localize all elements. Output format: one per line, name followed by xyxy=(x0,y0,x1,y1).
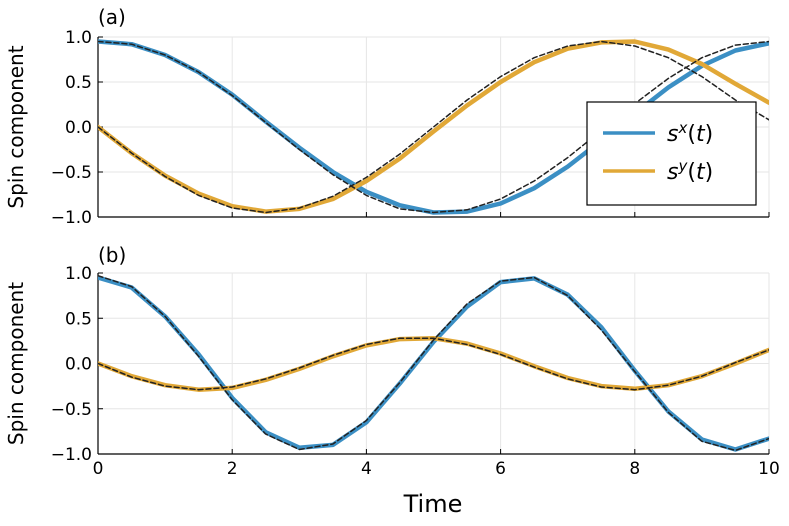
reference-dashed-line xyxy=(98,337,769,391)
panel-label: (b) xyxy=(98,243,126,267)
reference-dashed-line xyxy=(98,274,769,452)
series-sx-line xyxy=(98,275,769,452)
x-tick-label: 4 xyxy=(361,459,372,479)
y-tick-label: −0.5 xyxy=(51,163,92,183)
reference-dashed-line xyxy=(98,40,769,214)
y-tick-label: 0.5 xyxy=(65,73,92,93)
y-tick-label: −1.0 xyxy=(51,445,92,465)
y-tick-label: 1.0 xyxy=(65,28,92,48)
x-tick-label: 2 xyxy=(227,459,238,479)
legend-entry: sy(t) xyxy=(667,157,713,185)
panel-label: (a) xyxy=(98,5,126,29)
y-axis-label: Spin component xyxy=(4,282,28,445)
panel-b: 0 2 4 6 8 10 −1.0 −0.5 0.0 0.5 1.0 Spin component (b… xyxy=(4,243,780,479)
x-axis-label: Time xyxy=(403,490,463,518)
legend-box xyxy=(586,101,757,206)
x-tick-label: 0 xyxy=(93,459,104,479)
legend: sx(t) sy(t) xyxy=(586,101,757,206)
y-tick-label: 0.5 xyxy=(65,309,92,329)
y-axis-label: Spin component xyxy=(4,45,28,208)
y-tick-label: −0.5 xyxy=(51,400,92,420)
reference-dashed-line xyxy=(98,40,769,214)
series-sy-line xyxy=(98,39,769,214)
y-tick-label: 0.0 xyxy=(65,118,92,138)
legend-entry: sx(t) xyxy=(667,119,713,147)
y-tick-label: 0.0 xyxy=(65,355,92,375)
y-tick-label: 1.0 xyxy=(65,264,92,284)
x-tick-label: 8 xyxy=(629,459,640,479)
y-tick-label: −1.0 xyxy=(51,208,92,228)
x-tick-label: 10 xyxy=(758,459,780,479)
x-tick-label: 6 xyxy=(495,459,506,479)
